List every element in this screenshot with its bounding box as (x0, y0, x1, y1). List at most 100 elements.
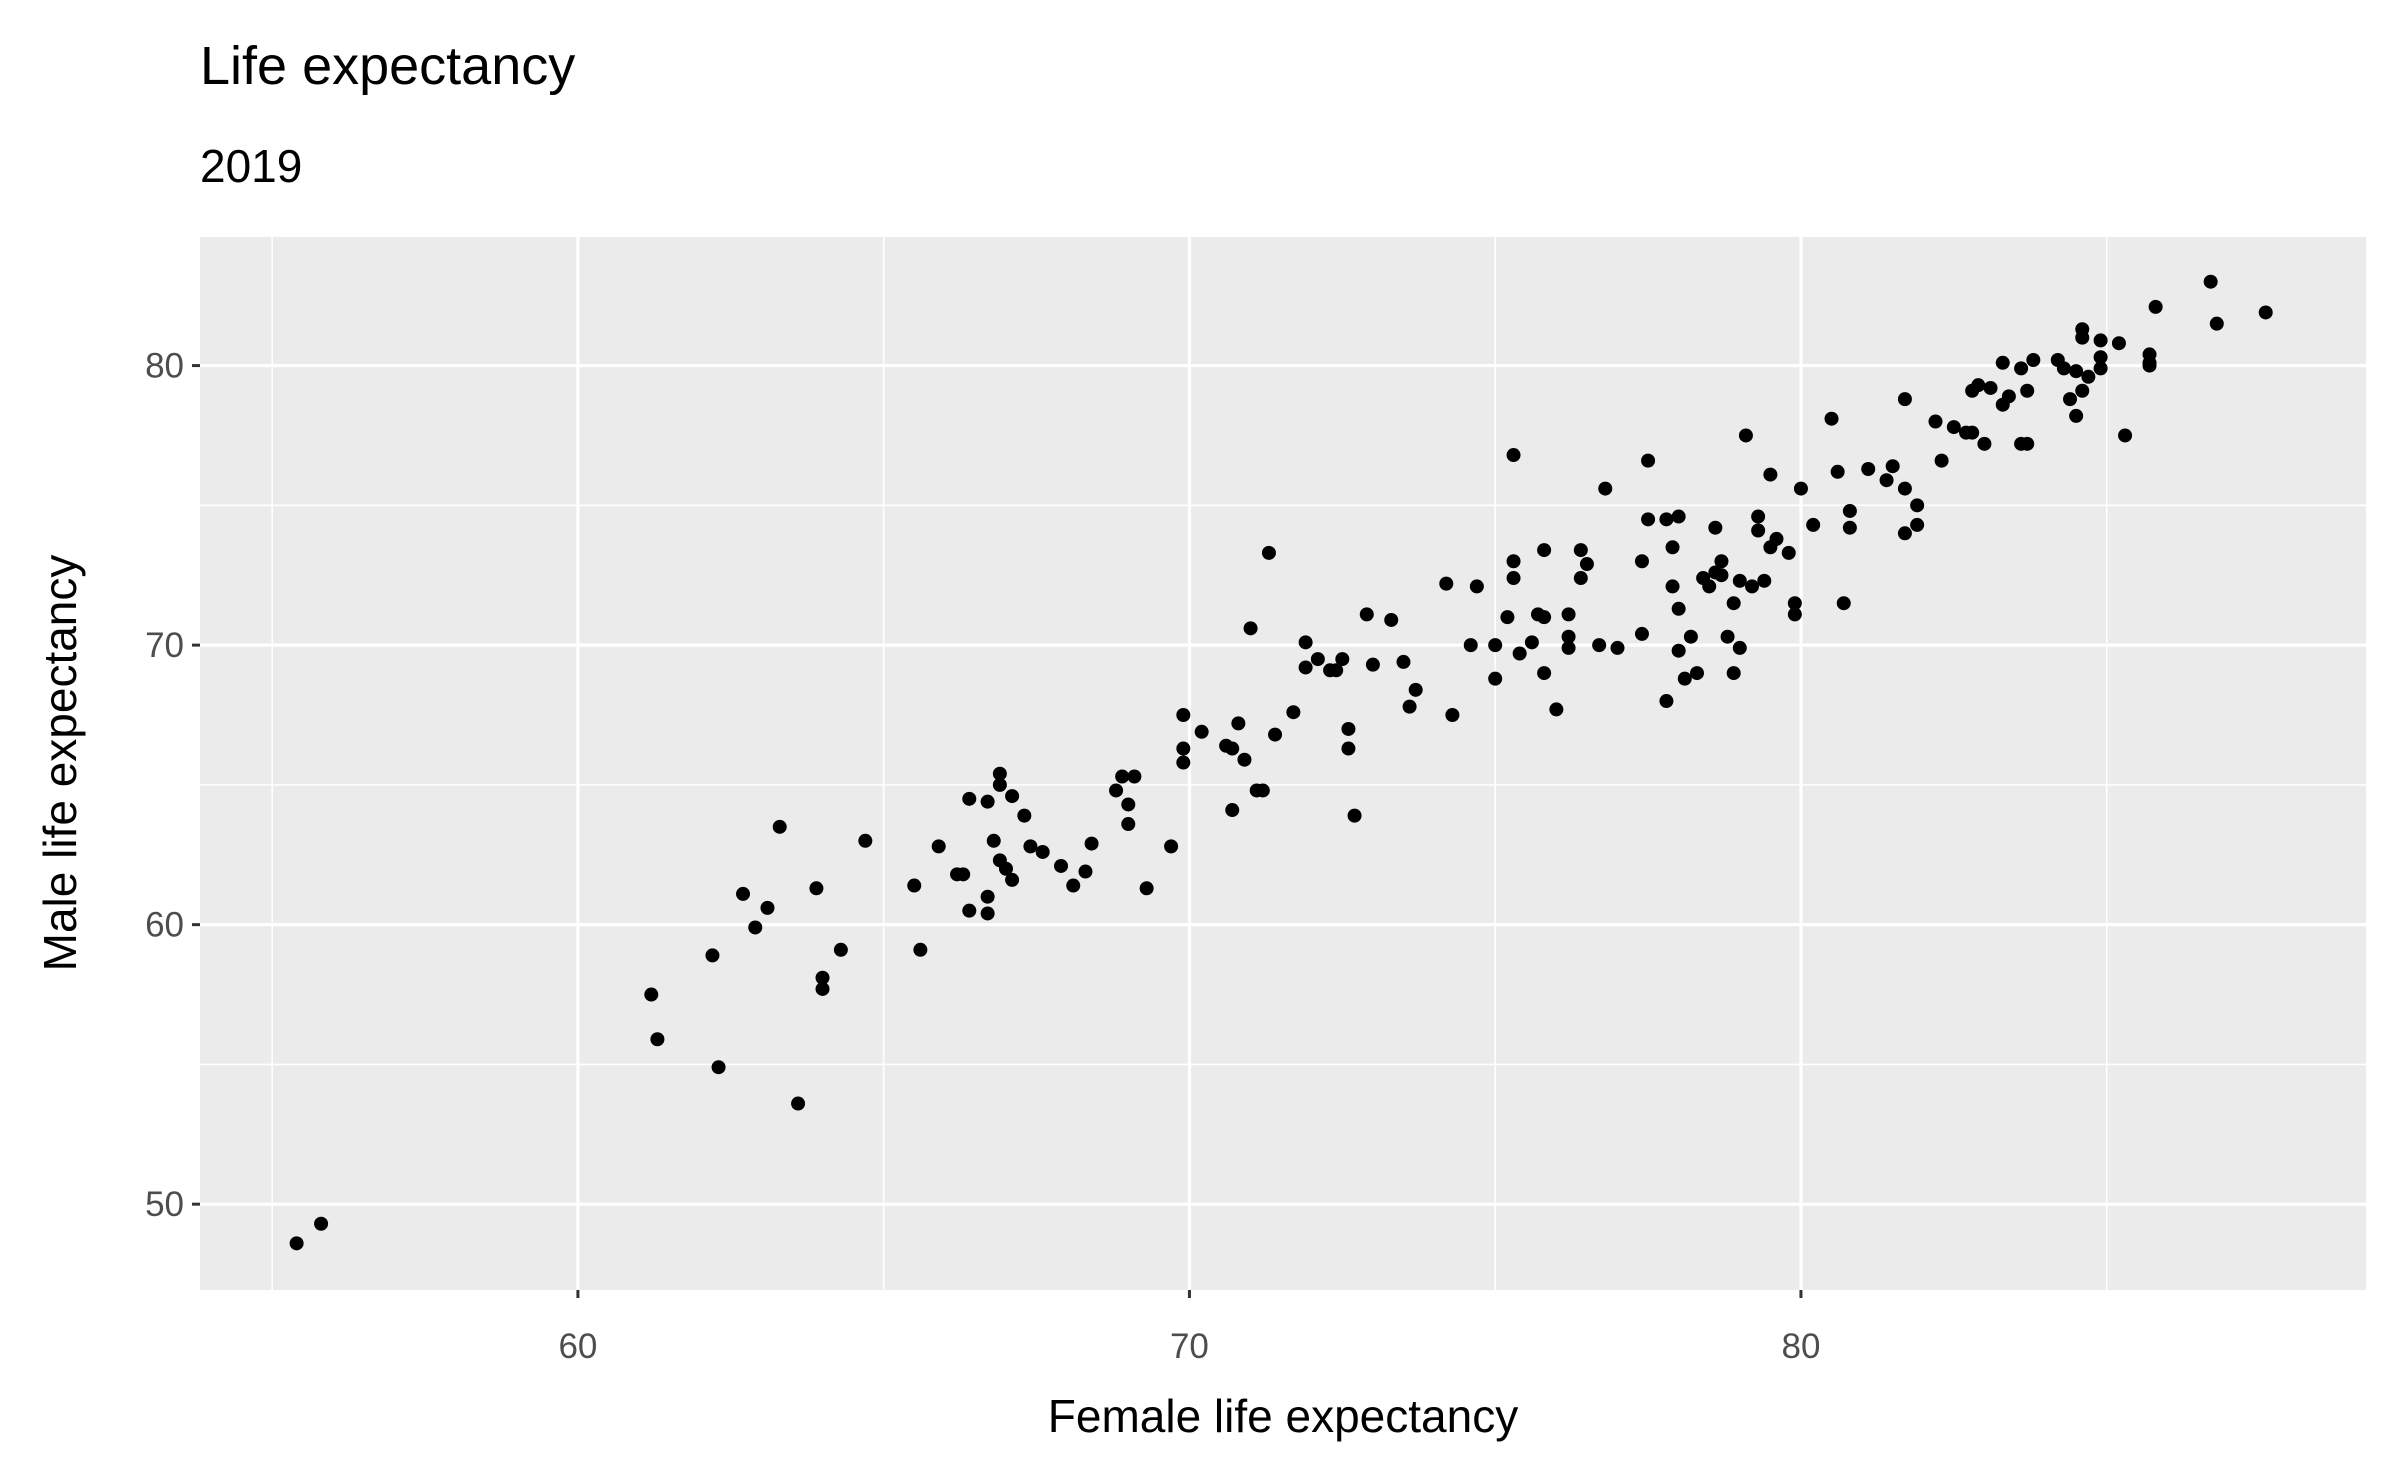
point (1237, 752, 1252, 767)
point (1879, 473, 1894, 488)
point (2258, 305, 2273, 320)
point (2093, 333, 2108, 348)
point (1824, 411, 1839, 426)
point (1439, 576, 1454, 591)
point (1610, 640, 1625, 655)
point (1054, 858, 1069, 873)
point (1549, 702, 1564, 717)
point (1506, 571, 1521, 586)
point (962, 791, 977, 806)
point (1787, 607, 1802, 622)
point (2093, 350, 2108, 365)
point (1335, 652, 1350, 667)
y-tick-label: 80 (145, 347, 184, 386)
point (1017, 808, 1032, 823)
point (650, 1032, 665, 1047)
point (1793, 481, 1808, 496)
point (1225, 803, 1240, 818)
point (1463, 638, 1478, 653)
point (907, 878, 922, 893)
point (1066, 878, 1081, 893)
point (1842, 503, 1857, 518)
point (2081, 369, 2096, 384)
point (1910, 498, 1925, 513)
point (1561, 640, 1576, 655)
point (1261, 545, 1276, 560)
point (1665, 540, 1680, 555)
point (1488, 671, 1503, 686)
point (748, 920, 763, 935)
point (1121, 817, 1136, 832)
point (1659, 694, 1674, 709)
point (998, 861, 1013, 876)
chart-title: Life expectancy (200, 36, 575, 96)
point (1121, 797, 1136, 812)
point (1341, 721, 1356, 736)
point (1469, 579, 1484, 594)
point (1928, 414, 1943, 429)
point (1714, 554, 1729, 569)
point (809, 881, 824, 896)
point (1671, 509, 1686, 524)
point (1579, 557, 1594, 572)
point (2203, 274, 2218, 289)
point (1561, 629, 1576, 644)
y-tick-label: 70 (145, 626, 184, 665)
point (2209, 316, 2224, 331)
x-tick-label: 60 (558, 1327, 597, 1366)
point (1500, 610, 1515, 625)
point (1298, 660, 1313, 675)
point (1763, 467, 1778, 482)
point (1641, 453, 1656, 468)
point (1720, 629, 1735, 644)
point (1298, 635, 1313, 650)
point (980, 906, 995, 921)
point (1934, 453, 1949, 468)
point (1983, 380, 1998, 395)
point (1726, 596, 1741, 611)
point (1359, 607, 1374, 622)
point (1127, 769, 1142, 784)
point (1897, 526, 1912, 541)
point (1310, 652, 1325, 667)
point (2026, 352, 2041, 367)
point (1689, 666, 1704, 681)
point (1732, 573, 1747, 588)
point (1561, 607, 1576, 622)
point (815, 970, 830, 985)
point (1671, 643, 1686, 658)
point (2001, 389, 2016, 404)
point (1842, 520, 1857, 535)
point (1897, 481, 1912, 496)
point (2142, 347, 2157, 362)
point (1255, 783, 1270, 798)
points (289, 274, 2273, 1251)
point (2063, 392, 2078, 407)
point (2118, 428, 2133, 443)
point (1231, 716, 1246, 731)
point (760, 900, 775, 915)
point (1634, 554, 1649, 569)
point (2020, 436, 2035, 451)
point (1445, 708, 1460, 723)
point (1329, 663, 1344, 678)
point (1035, 844, 1050, 859)
point (1164, 839, 1179, 854)
point (1751, 523, 1766, 538)
point (1665, 579, 1680, 594)
point (1268, 727, 1283, 742)
point (1023, 839, 1038, 854)
point (644, 987, 659, 1002)
point (962, 903, 977, 918)
point (1194, 724, 1209, 739)
point (1506, 448, 1521, 463)
point (1365, 657, 1380, 672)
point (1641, 512, 1656, 527)
point (1109, 783, 1124, 798)
point (1598, 481, 1613, 496)
point (2075, 330, 2090, 345)
point (1726, 666, 1741, 681)
point (289, 1236, 304, 1251)
x-tick-label: 70 (1170, 1327, 1209, 1366)
